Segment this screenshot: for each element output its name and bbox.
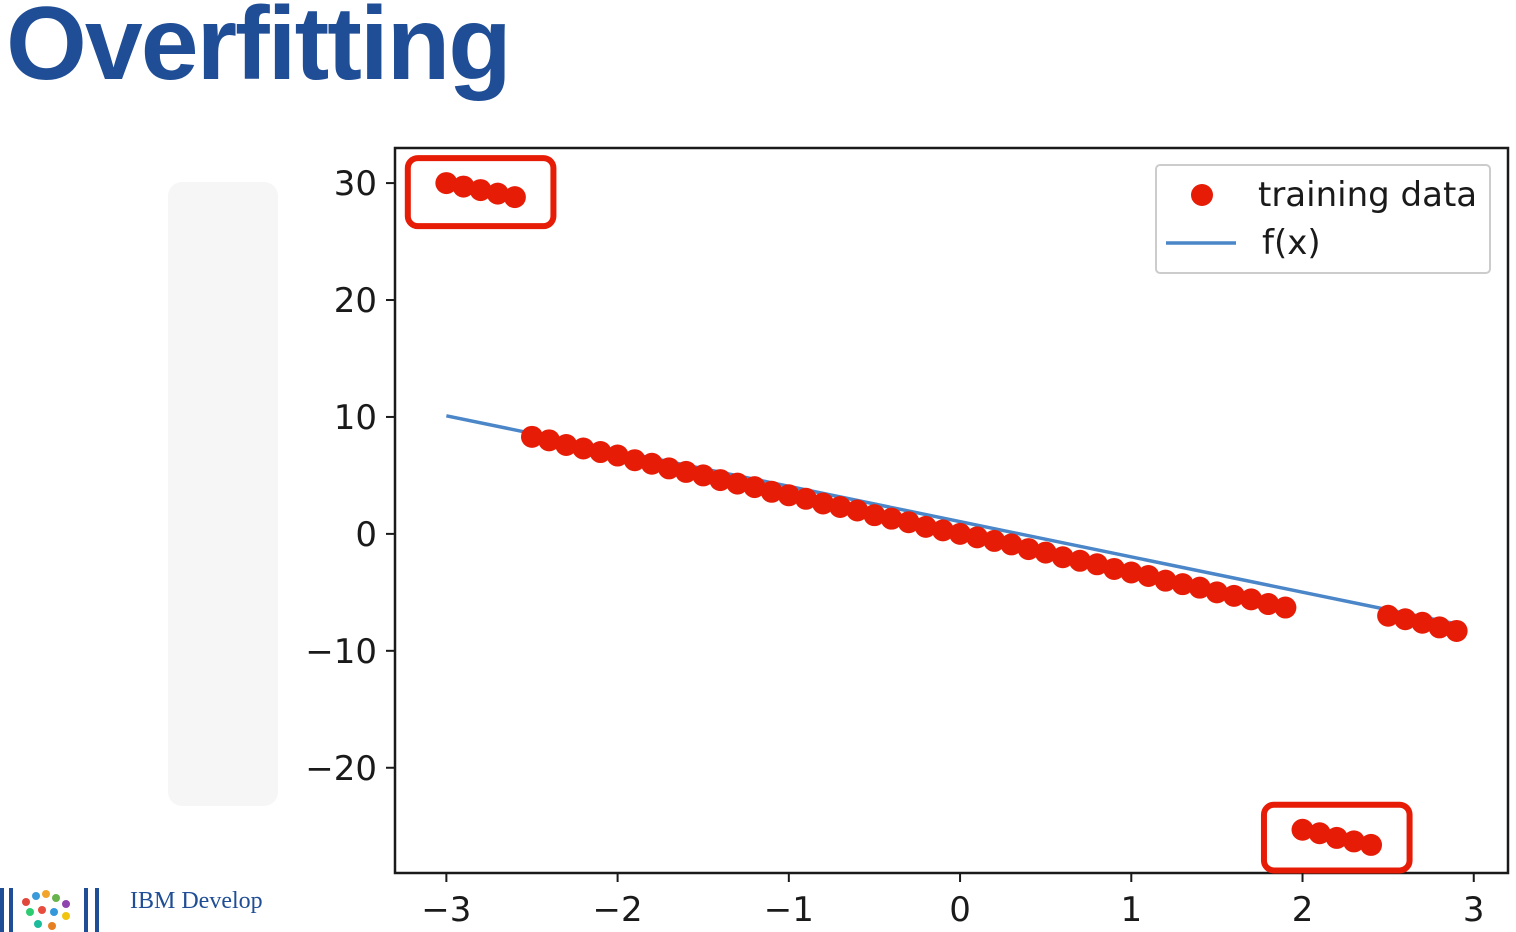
legend-point-marker <box>1191 184 1213 206</box>
training-point <box>572 437 595 460</box>
training-point <box>1377 604 1400 627</box>
training-point <box>1154 569 1177 592</box>
training-point <box>1017 538 1040 561</box>
training-point <box>503 186 526 209</box>
training-point <box>1308 822 1331 845</box>
y-tick-label: 0 <box>355 515 377 555</box>
training-point <box>1034 541 1057 564</box>
ibm-logo-icon <box>0 888 99 932</box>
training-point <box>1137 564 1160 587</box>
y-tick-label: 30 <box>334 164 377 204</box>
x-tick-label: −1 <box>764 890 814 930</box>
x-tick-label: 1 <box>1120 890 1142 930</box>
x-tick-label: −3 <box>421 890 471 930</box>
training-point <box>949 522 972 545</box>
training-point <box>452 175 475 198</box>
outlier-highlight-box <box>1260 801 1413 874</box>
legend: training data f(x) <box>1155 164 1491 274</box>
training-point <box>555 434 578 457</box>
training-point <box>1223 584 1246 607</box>
highlight-layer <box>404 155 1413 874</box>
training-point <box>469 179 492 202</box>
training-point <box>1051 546 1074 569</box>
training-point <box>794 487 817 510</box>
training-point <box>914 515 937 538</box>
footer-brand-text: IBM Develop <box>130 888 263 914</box>
x-tick-label: −2 <box>593 890 643 930</box>
training-point <box>1360 833 1383 856</box>
y-tick-label: −20 <box>305 749 377 789</box>
training-points-layer <box>435 172 1468 856</box>
legend-label-fx: f(x) <box>1262 223 1321 263</box>
training-point <box>812 492 835 515</box>
training-point <box>1411 611 1434 634</box>
legend-label-training: training data <box>1258 175 1477 215</box>
training-point <box>486 182 509 205</box>
training-point <box>692 464 715 487</box>
training-point <box>538 429 561 452</box>
legend-box <box>1155 164 1491 274</box>
training-point <box>623 449 646 472</box>
training-point <box>1171 573 1194 596</box>
training-point <box>1068 549 1091 572</box>
y-tick-label: 20 <box>334 281 377 321</box>
training-point <box>1120 561 1143 584</box>
training-point <box>1445 619 1468 642</box>
training-point <box>983 529 1006 552</box>
training-point <box>1205 581 1228 604</box>
training-point <box>1000 533 1023 556</box>
training-point <box>829 495 852 518</box>
training-point <box>863 504 886 527</box>
training-point <box>743 476 766 499</box>
training-point <box>675 460 698 483</box>
outlier-highlight-box <box>404 155 557 230</box>
training-point <box>726 472 749 495</box>
slide-title: Overfitting <box>6 0 512 102</box>
training-point <box>1325 826 1348 849</box>
training-point <box>966 526 989 549</box>
training-point <box>1103 557 1126 580</box>
x-tick-label: 2 <box>1292 890 1314 930</box>
training-point <box>435 172 458 195</box>
y-tick-label: 10 <box>334 398 377 438</box>
training-point <box>1274 596 1297 619</box>
training-point <box>589 441 612 464</box>
training-point <box>1086 553 1109 576</box>
training-point <box>709 469 732 492</box>
training-point <box>520 425 543 448</box>
training-point <box>640 452 663 475</box>
training-point <box>1188 576 1211 599</box>
training-point <box>1428 616 1451 639</box>
training-point <box>1240 588 1263 611</box>
training-point <box>846 499 869 522</box>
training-point <box>777 484 800 507</box>
training-point <box>897 511 920 534</box>
training-point <box>1291 818 1314 841</box>
training-point <box>657 457 680 480</box>
side-panel <box>168 182 278 806</box>
x-tick-label: 0 <box>949 890 971 930</box>
x-tick-label: 3 <box>1463 890 1485 930</box>
training-point <box>1394 608 1417 631</box>
training-point <box>1342 830 1365 853</box>
training-point <box>760 480 783 503</box>
y-tick-label: −10 <box>305 632 377 672</box>
footer-branding: IBM Develop <box>0 880 300 932</box>
training-point <box>880 507 903 530</box>
training-point <box>1257 593 1280 616</box>
training-point <box>606 444 629 467</box>
training-point <box>931 519 954 542</box>
